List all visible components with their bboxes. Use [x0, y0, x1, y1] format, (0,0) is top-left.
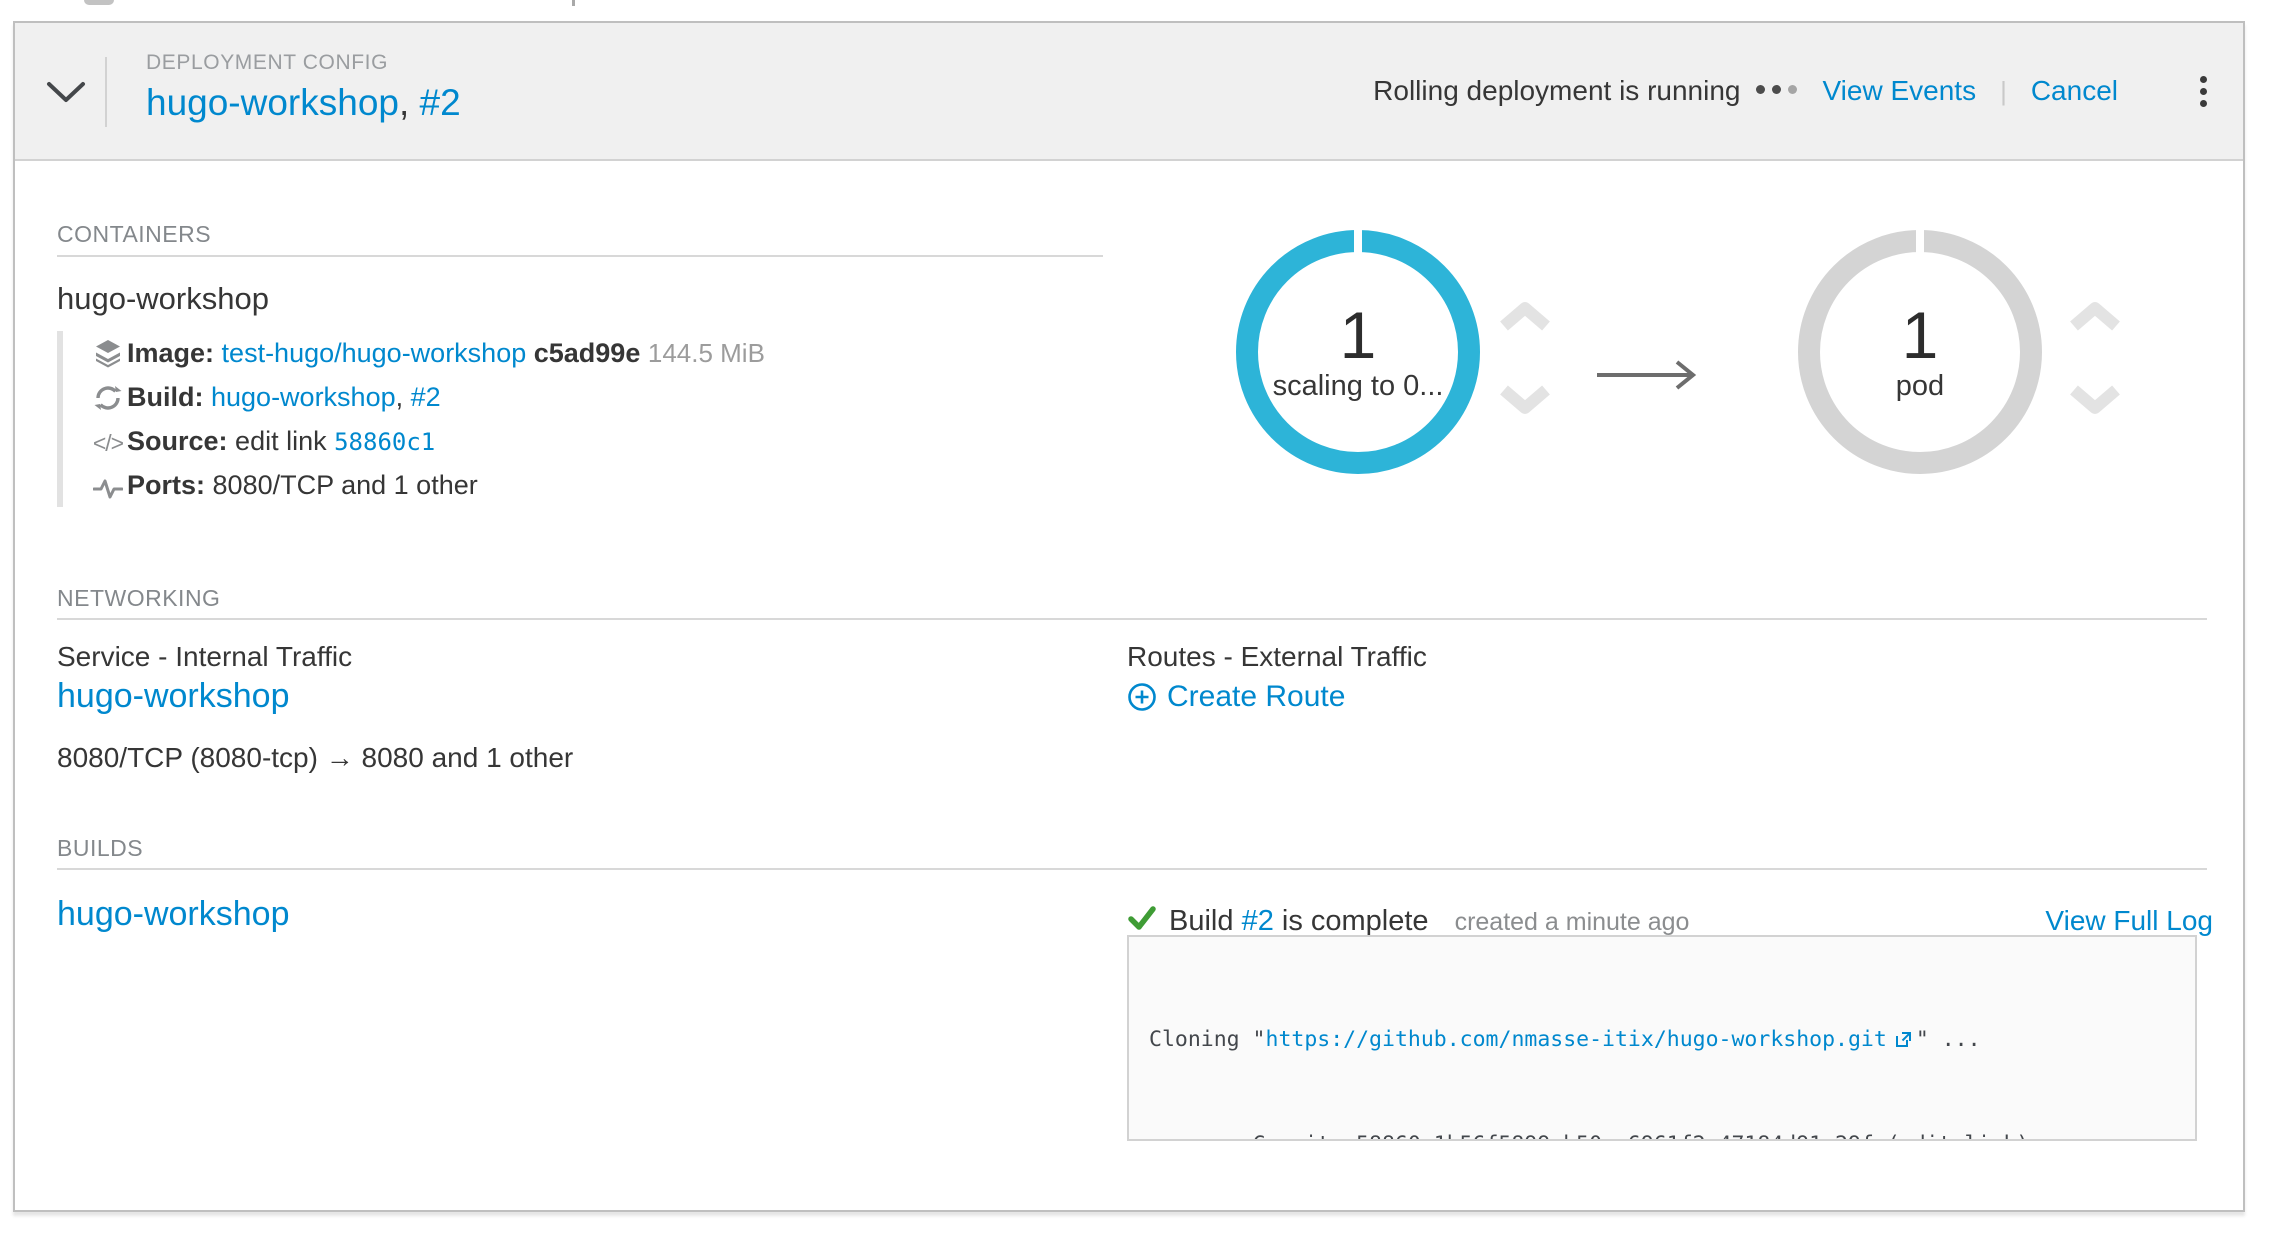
container-name: hugo-workshop [57, 281, 269, 316]
deployment-status-text: Rolling deployment is running [1373, 75, 1741, 106]
build-status-row: Build #2 is complete created a minute ago [1127, 901, 1689, 941]
image-row: Image: test-hugo/hugo-workshop c5ad99e 1… [89, 331, 765, 375]
collapse-chevron-icon[interactable] [45, 79, 87, 105]
service-title: Service - Internal Traffic [57, 641, 353, 672]
scaling-ring-content: 1 scaling to 0... [1236, 230, 1480, 474]
resource-kind-label: DEPLOYMENT CONFIG [146, 51, 389, 74]
panel-header: DEPLOYMENT CONFIG hugo-workshop, #2 Roll… [15, 23, 2243, 161]
ring-notch [1916, 229, 1924, 254]
header-actions: Rolling deployment is running View Event… [1373, 23, 2217, 159]
deployment-number-link[interactable]: #2 [419, 82, 461, 123]
image-size: 144.5 MiB [647, 338, 765, 368]
ring-notch [1354, 229, 1362, 254]
deployment-config-name-link[interactable]: hugo-workshop [146, 82, 399, 123]
service-port-mapping: 8080/TCP (8080-tcp) → 8080 and 1 other [57, 742, 574, 773]
title-block: DEPLOYMENT CONFIG hugo-workshop, #2 [146, 51, 461, 125]
active-pod-ring: 1 pod [1798, 229, 2042, 474]
image-sha: c5ad99e [533, 338, 641, 368]
build-log-snippet: Cloning "https://github.com/nmasse-itix/… [1127, 935, 2197, 1141]
create-route-label: Create Route [1167, 680, 1346, 713]
header-divider [105, 57, 107, 127]
build-config-name-link[interactable]: hugo-workshop [57, 895, 290, 933]
deployment-config-panel: DEPLOYMENT CONFIG hugo-workshop, #2 Roll… [13, 21, 2245, 1212]
source-commit-link[interactable]: 58860c1 [334, 428, 436, 456]
code-icon: </> [92, 429, 124, 456]
build-number-link[interactable]: #2 [410, 382, 441, 412]
cancel-deployment-link[interactable]: Cancel [2030, 75, 2118, 106]
build-row: Build: hugo-workshop, #2 [89, 375, 765, 419]
source-key: Source: [127, 426, 228, 456]
build-status-prefix: Build [1169, 905, 1234, 937]
clipped-row-fragment [572, 0, 575, 6]
scale-up-chevron-right[interactable] [2067, 299, 2123, 333]
builds-section-label: BUILDS [57, 835, 144, 861]
scaling-pod-ring: 1 scaling to 0... [1236, 229, 1480, 474]
scale-down-chevron-left[interactable] [1497, 383, 1553, 417]
ports-value: 8080/TCP and 1 other [212, 470, 478, 500]
image-key: Image: [127, 338, 215, 368]
external-link-icon [1895, 1032, 1911, 1047]
containers-divider [57, 255, 1103, 257]
active-ring-content: 1 pod [1798, 230, 2042, 474]
networking-divider [57, 618, 2207, 620]
container-detail-rows: Image: test-hugo/hugo-workshop c5ad99e 1… [57, 331, 765, 507]
ports-row: Ports: 8080/TCP and 1 other [89, 463, 765, 507]
scaling-pod-count: 1 [1339, 297, 1377, 372]
source-row: </> Source: edit link 58860c1 [89, 419, 765, 463]
scale-down-chevron-right[interactable] [2067, 383, 2123, 417]
networking-section-label: NETWORKING [57, 585, 221, 611]
scale-up-chevron-left[interactable] [1497, 299, 1553, 333]
image-stream-link[interactable]: test-hugo/hugo-workshop [221, 338, 527, 368]
log-line-commit: Commit: 58860c1b56f5899cb50ec6961f2e4718… [1149, 1127, 2195, 1139]
page-title: hugo-workshop, #2 [146, 82, 461, 125]
active-pod-label: pod [1895, 369, 1945, 402]
containers-section-label: CONTAINERS [57, 221, 212, 247]
layers-icon [89, 333, 127, 377]
panel-body: CONTAINERS hugo-workshop Image: test-hug… [15, 161, 2243, 1210]
link-separator: | [2000, 75, 2007, 106]
build-key: Build: [127, 382, 204, 412]
create-route-link[interactable]: Create Route [1127, 679, 1345, 715]
kebab-menu-icon[interactable] [2190, 69, 2217, 113]
refresh-icon [89, 377, 127, 421]
clipped-row-fragment [84, 0, 114, 5]
view-events-link[interactable]: View Events [1822, 75, 1977, 106]
pulse-icon [89, 465, 127, 509]
service-link[interactable]: hugo-workshop [57, 677, 290, 715]
check-icon [1128, 906, 1156, 930]
active-pod-count: 1 [1901, 297, 1939, 372]
routes-title: Routes - External Traffic [1127, 641, 1427, 672]
build-status-number-link[interactable]: #2 [1241, 905, 1274, 937]
git-repo-link[interactable]: https://github.com/nmasse-itix/hugo-work… [1265, 1027, 1887, 1052]
builds-divider [57, 868, 2207, 870]
build-separator: , [395, 382, 411, 412]
scaling-pod-label: scaling to 0... [1272, 369, 1444, 402]
ports-key: Ports: [127, 470, 206, 500]
loading-dots-icon [1749, 82, 1797, 100]
log-line-clone: Cloning "https://github.com/nmasse-itix/… [1149, 1027, 1981, 1052]
title-separator: , [398, 82, 420, 123]
build-status-suffix: is complete [1281, 905, 1429, 937]
source-commit-message: edit link [235, 426, 327, 456]
view-full-log-link[interactable]: View Full Log [2045, 905, 2213, 936]
build-created-timestamp: created a minute ago [1454, 908, 1690, 936]
build-config-link[interactable]: hugo-workshop [211, 382, 396, 412]
plus-circle-icon [1128, 683, 1156, 711]
transition-arrow-icon [1593, 357, 1709, 398]
